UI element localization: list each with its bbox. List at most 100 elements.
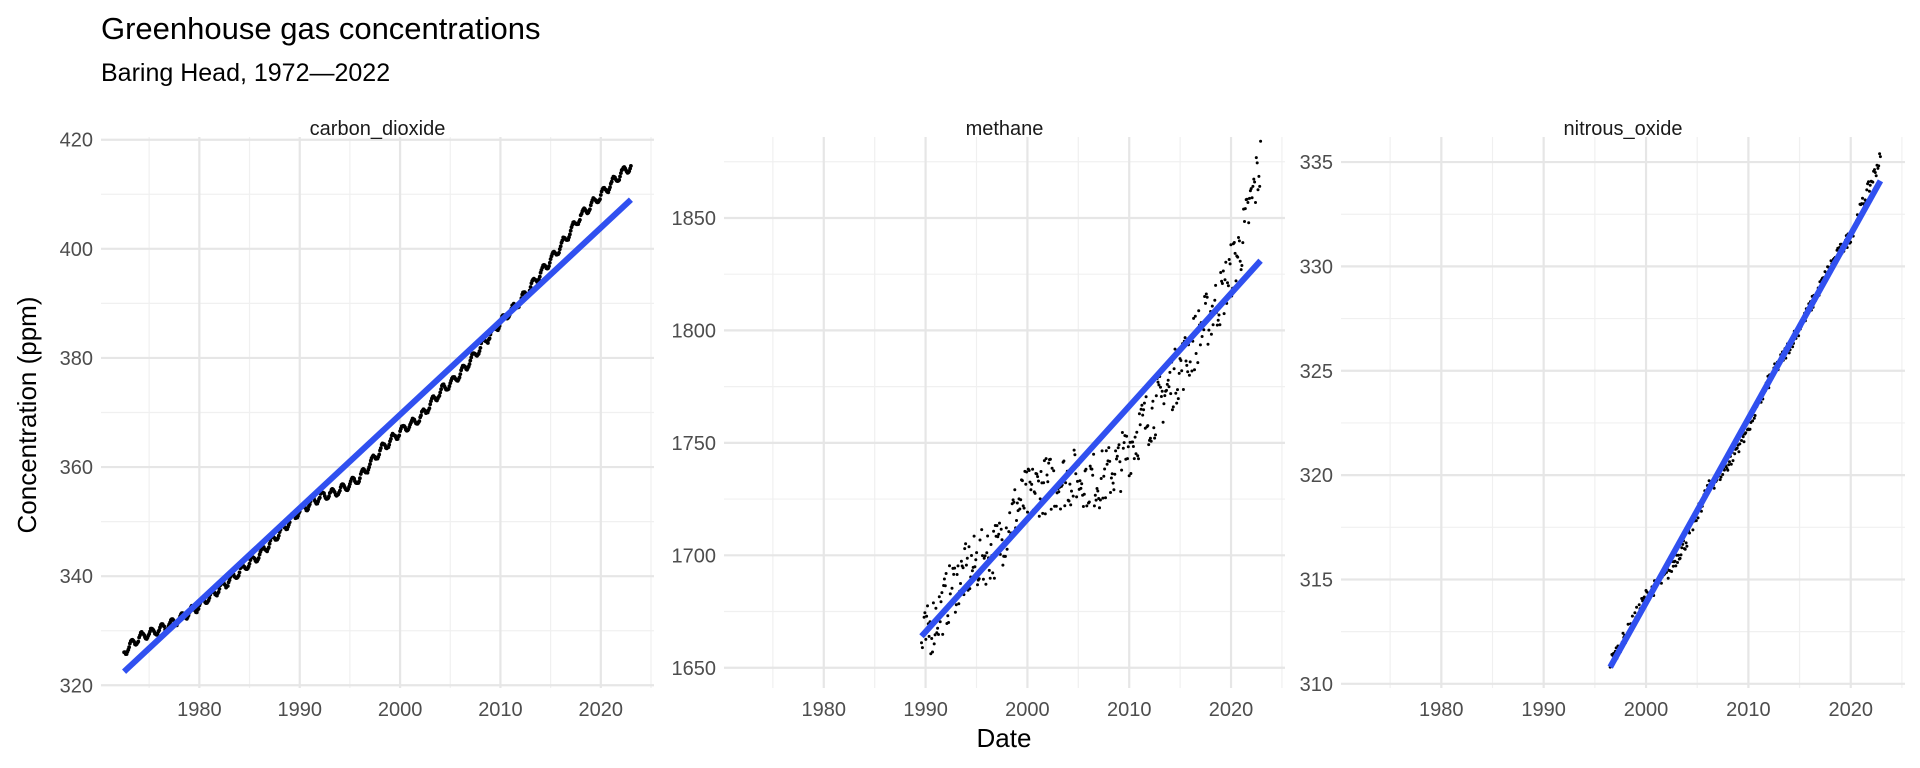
data-point <box>952 572 956 576</box>
data-point <box>1874 174 1878 178</box>
data-point <box>1095 487 1099 490</box>
data-point <box>1221 269 1225 273</box>
y-tick-label: 400 <box>60 239 93 261</box>
data-point <box>1861 196 1864 200</box>
data-point <box>609 179 614 184</box>
data-point <box>1027 469 1031 472</box>
data-point <box>267 541 272 546</box>
data-point <box>1125 434 1129 438</box>
data-point <box>948 564 951 568</box>
data-point <box>1109 491 1112 494</box>
data-point <box>931 650 934 654</box>
data-point <box>458 372 463 376</box>
data-point <box>1085 504 1089 508</box>
data-point <box>938 620 942 624</box>
data-point <box>977 577 981 581</box>
data-point <box>1042 481 1046 485</box>
data-point <box>932 642 936 646</box>
x-tick-label: 2020 <box>579 699 624 721</box>
data-point <box>247 561 252 566</box>
data-point <box>1139 407 1143 411</box>
data-point <box>1226 284 1230 288</box>
data-point <box>368 462 372 466</box>
y-tick-label: 325 <box>1300 361 1333 383</box>
data-point <box>618 174 622 179</box>
data-point <box>947 621 951 624</box>
data-point <box>397 433 402 438</box>
data-point <box>1204 301 1207 305</box>
x-tick-label: 1980 <box>1419 699 1464 721</box>
data-point <box>1218 323 1222 327</box>
data-point <box>629 164 633 168</box>
data-point <box>1140 403 1144 407</box>
data-point <box>1868 183 1872 187</box>
data-point <box>978 538 982 542</box>
data-point <box>157 628 162 633</box>
data-point <box>1162 402 1166 406</box>
data-point <box>1718 478 1722 482</box>
data-point <box>1209 332 1213 336</box>
data-point <box>1217 313 1221 317</box>
data-point <box>1229 243 1233 247</box>
data-point <box>1008 511 1012 515</box>
data-point <box>1057 490 1061 494</box>
data-point <box>1184 359 1188 363</box>
y-tick-label: 315 <box>1300 569 1333 591</box>
data-point <box>998 521 1001 525</box>
data-point <box>1052 469 1056 473</box>
data-point <box>961 566 965 570</box>
data-point <box>1183 336 1187 340</box>
data-point <box>1738 442 1742 446</box>
data-point <box>1148 436 1152 440</box>
data-point <box>1186 370 1190 374</box>
data-point <box>936 626 940 630</box>
data-point <box>1087 500 1091 504</box>
data-point <box>1863 198 1867 202</box>
data-point <box>1070 489 1073 493</box>
data-point <box>1076 479 1079 483</box>
data-point <box>1252 177 1256 181</box>
data-point <box>1175 401 1179 405</box>
data-point <box>617 178 622 182</box>
y-tick-label: 1650 <box>672 658 717 680</box>
data-point <box>1679 553 1683 557</box>
data-point <box>965 556 969 560</box>
data-point <box>1105 462 1109 466</box>
data-point <box>1081 505 1085 508</box>
data-point <box>438 390 443 395</box>
data-point <box>547 264 551 268</box>
data-point <box>1136 454 1140 458</box>
data-point <box>941 632 945 636</box>
data-point <box>162 624 167 629</box>
data-point <box>1091 473 1095 477</box>
data-point <box>557 250 561 255</box>
y-tick-label: 1750 <box>672 433 717 455</box>
data-point <box>1633 611 1637 615</box>
data-point <box>1259 139 1263 143</box>
data-point <box>999 527 1003 531</box>
data-point <box>925 614 929 618</box>
data-point <box>1243 207 1247 211</box>
data-point <box>1635 605 1639 609</box>
x-tick-label: 2010 <box>1726 699 1771 721</box>
data-point <box>216 590 221 594</box>
data-point <box>1047 461 1051 465</box>
data-point <box>1116 446 1120 450</box>
data-point <box>447 384 452 389</box>
data-point <box>1115 457 1118 461</box>
data-point <box>1258 184 1262 188</box>
data-point <box>1131 440 1135 444</box>
data-point <box>1193 368 1196 372</box>
data-point <box>1232 241 1236 244</box>
data-point <box>950 586 954 590</box>
data-point <box>1151 399 1155 403</box>
data-point <box>1876 166 1880 170</box>
data-point <box>1094 498 1098 502</box>
panel-carbon_dioxide: carbon_dioxide 320 340 360 380 400 420 1980 1990… <box>60 118 654 721</box>
data-point <box>1113 472 1117 476</box>
data-point <box>1735 446 1739 450</box>
data-point <box>1228 262 1232 266</box>
y-tick-label: 330 <box>1300 256 1333 278</box>
data-point <box>1149 439 1153 443</box>
data-point <box>365 470 370 475</box>
